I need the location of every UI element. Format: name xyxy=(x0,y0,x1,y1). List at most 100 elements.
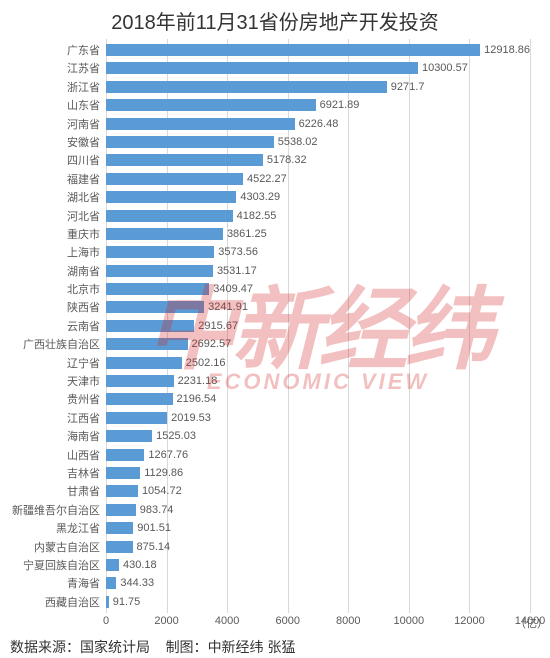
x-tick-label: 6000 xyxy=(275,615,299,627)
bar-row: 河北省4182.55 xyxy=(106,209,530,223)
bar-row: 江西省2019.53 xyxy=(106,411,530,425)
bar-value-label: 4182.55 xyxy=(233,210,277,222)
bar-row: 浙江省9271.7 xyxy=(106,80,530,94)
bar xyxy=(106,541,133,553)
bar xyxy=(106,136,274,148)
bar-category-label: 青海省 xyxy=(67,575,106,591)
bar-row: 福建省4522.27 xyxy=(106,172,530,186)
bar-value-label: 875.14 xyxy=(133,541,171,553)
source-label: 数据来源： xyxy=(10,639,80,655)
bar-category-label: 浙江省 xyxy=(67,79,106,95)
bar-value-label: 3861.25 xyxy=(223,228,267,240)
bar-row: 安徽省5538.02 xyxy=(106,135,530,149)
bar-row: 广东省12918.86 xyxy=(106,43,530,57)
bar-row: 吉林省1129.86 xyxy=(106,466,530,480)
bar-row: 湖南省3531.17 xyxy=(106,264,530,278)
bar xyxy=(106,283,209,295)
bar-category-label: 山西省 xyxy=(67,447,106,463)
chart-title: 2018年前11月31省份房地产开发投资 xyxy=(0,0,550,39)
bar-row: 海南省1525.03 xyxy=(106,429,530,443)
bar xyxy=(106,393,173,405)
bar-category-label: 安徽省 xyxy=(67,134,106,150)
bar-category-label: 广东省 xyxy=(67,42,106,58)
chart-area: 广东省12918.86江苏省10300.57浙江省9271.7山东省6921.8… xyxy=(106,39,530,613)
bar-value-label: 1054.72 xyxy=(138,485,182,497)
x-tick-label: 8000 xyxy=(336,615,360,627)
bar xyxy=(106,375,174,387)
x-tick-label: 12000 xyxy=(454,615,485,627)
bar-category-label: 新疆维吾尔自治区 xyxy=(12,502,106,518)
bar xyxy=(106,430,152,442)
bar-row: 重庆市3861.25 xyxy=(106,227,530,241)
bar xyxy=(106,338,188,350)
bar-row: 辽宁省2502.16 xyxy=(106,356,530,370)
maker-value: 中新经纬 张猛 xyxy=(208,639,296,655)
x-tick-label: 10000 xyxy=(394,615,425,627)
bar-row: 河南省6226.48 xyxy=(106,117,530,131)
bar-category-label: 河南省 xyxy=(67,116,106,132)
bar xyxy=(106,449,144,461)
bar xyxy=(106,504,136,516)
bar-row: 上海市3573.56 xyxy=(106,245,530,259)
bar-category-label: 吉林省 xyxy=(67,465,106,481)
bars-container: 广东省12918.86江苏省10300.57浙江省9271.7山东省6921.8… xyxy=(106,43,530,609)
bar-value-label: 10300.57 xyxy=(418,62,468,74)
bar-category-label: 湖北省 xyxy=(67,189,106,205)
bar-category-label: 云南省 xyxy=(67,318,106,334)
bar-category-label: 天津市 xyxy=(67,373,106,389)
bar-value-label: 6921.89 xyxy=(316,99,360,111)
bar-row: 甘肃省1054.72 xyxy=(106,484,530,498)
bar-category-label: 福建省 xyxy=(67,171,106,187)
bar xyxy=(106,485,138,497)
bar xyxy=(106,210,233,222)
bar-category-label: 河北省 xyxy=(67,208,106,224)
x-axis: 02000400060008000100001200014000（亿） xyxy=(106,613,530,633)
bar-row: 湖北省4303.29 xyxy=(106,190,530,204)
bar-value-label: 12918.86 xyxy=(480,44,530,56)
bar-value-label: 9271.7 xyxy=(387,81,425,93)
bar-value-label: 2502.16 xyxy=(182,357,226,369)
bar-row: 陕西省3241.91 xyxy=(106,300,530,314)
bar xyxy=(106,118,295,130)
bar xyxy=(106,265,213,277)
bar xyxy=(106,559,119,571)
bar-category-label: 黑龙江省 xyxy=(56,520,106,536)
bar-value-label: 901.51 xyxy=(133,522,171,534)
bar-category-label: 重庆市 xyxy=(67,226,106,242)
bar xyxy=(106,320,194,332)
bar xyxy=(106,522,133,534)
bar-row: 内蒙古自治区875.14 xyxy=(106,540,530,554)
x-unit-label: （亿） xyxy=(515,615,548,631)
x-tick-label: 4000 xyxy=(215,615,239,627)
bar-row: 江苏省10300.57 xyxy=(106,61,530,75)
bar-row: 黑龙江省901.51 xyxy=(106,521,530,535)
bar-value-label: 344.33 xyxy=(116,577,154,589)
bar-value-label: 3531.17 xyxy=(213,265,257,277)
bar-row: 四川省5178.32 xyxy=(106,153,530,167)
bar-row: 广西壮族自治区2692.57 xyxy=(106,337,530,351)
bar-value-label: 4522.27 xyxy=(243,173,287,185)
bar-category-label: 四川省 xyxy=(67,152,106,168)
bar xyxy=(106,246,214,258)
bar-value-label: 1267.76 xyxy=(144,449,188,461)
bar-value-label: 3409.47 xyxy=(209,283,253,295)
bar-value-label: 983.74 xyxy=(136,504,174,516)
bar-category-label: 北京市 xyxy=(67,281,106,297)
bar-category-label: 江苏省 xyxy=(67,60,106,76)
bar xyxy=(106,467,140,479)
x-tick-label: 0 xyxy=(103,615,109,627)
bar xyxy=(106,191,236,203)
bar xyxy=(106,62,418,74)
bar-row: 宁夏回族自治区430.18 xyxy=(106,558,530,572)
bar-value-label: 2196.54 xyxy=(173,393,217,405)
bar xyxy=(106,577,116,589)
bar-category-label: 湖南省 xyxy=(67,263,106,279)
bar xyxy=(106,228,223,240)
bar-row: 新疆维吾尔自治区983.74 xyxy=(106,503,530,517)
bar-category-label: 辽宁省 xyxy=(67,355,106,371)
bar xyxy=(106,301,204,313)
bar-value-label: 1129.86 xyxy=(140,467,183,479)
bar xyxy=(106,412,167,424)
bar-value-label: 1525.03 xyxy=(152,430,196,442)
source-value: 国家统计局 xyxy=(80,639,150,655)
